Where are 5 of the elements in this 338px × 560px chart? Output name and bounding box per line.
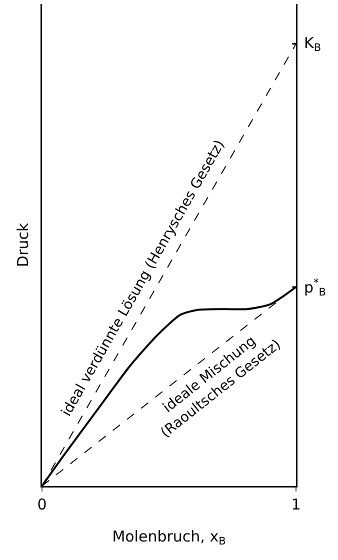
x-tick-label: 1 <box>291 496 301 514</box>
x-tick-label: 0 <box>37 496 47 514</box>
y-axis-title: Druck <box>14 222 32 268</box>
annotation: K$_{B}$ <box>304 34 322 54</box>
x-axis-title: Molenbruch, x$_{B}$ <box>112 528 226 548</box>
